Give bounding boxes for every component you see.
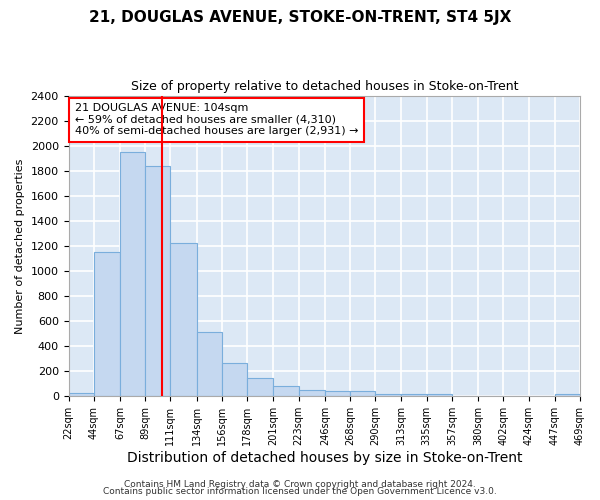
Bar <box>94 252 120 396</box>
Bar <box>325 390 350 396</box>
Bar <box>427 394 452 396</box>
X-axis label: Distribution of detached houses by size in Stoke-on-Trent: Distribution of detached houses by size … <box>127 451 522 465</box>
Bar <box>274 386 299 396</box>
Bar <box>68 392 94 396</box>
Bar <box>350 392 375 396</box>
Bar <box>247 378 274 396</box>
Bar <box>197 332 222 396</box>
Bar <box>555 394 580 396</box>
Bar <box>375 394 401 396</box>
Bar <box>299 390 325 396</box>
Text: Contains public sector information licensed under the Open Government Licence v3: Contains public sector information licen… <box>103 488 497 496</box>
Bar <box>222 362 247 396</box>
Bar <box>120 152 145 396</box>
Text: Contains HM Land Registry data © Crown copyright and database right 2024.: Contains HM Land Registry data © Crown c… <box>124 480 476 489</box>
Bar <box>401 394 427 396</box>
Text: 21, DOUGLAS AVENUE, STOKE-ON-TRENT, ST4 5JX: 21, DOUGLAS AVENUE, STOKE-ON-TRENT, ST4 … <box>89 10 511 25</box>
Bar <box>145 166 170 396</box>
Title: Size of property relative to detached houses in Stoke-on-Trent: Size of property relative to detached ho… <box>131 80 518 93</box>
Y-axis label: Number of detached properties: Number of detached properties <box>15 158 25 334</box>
Bar <box>170 244 197 396</box>
Text: 21 DOUGLAS AVENUE: 104sqm
← 59% of detached houses are smaller (4,310)
40% of se: 21 DOUGLAS AVENUE: 104sqm ← 59% of detac… <box>74 103 358 136</box>
